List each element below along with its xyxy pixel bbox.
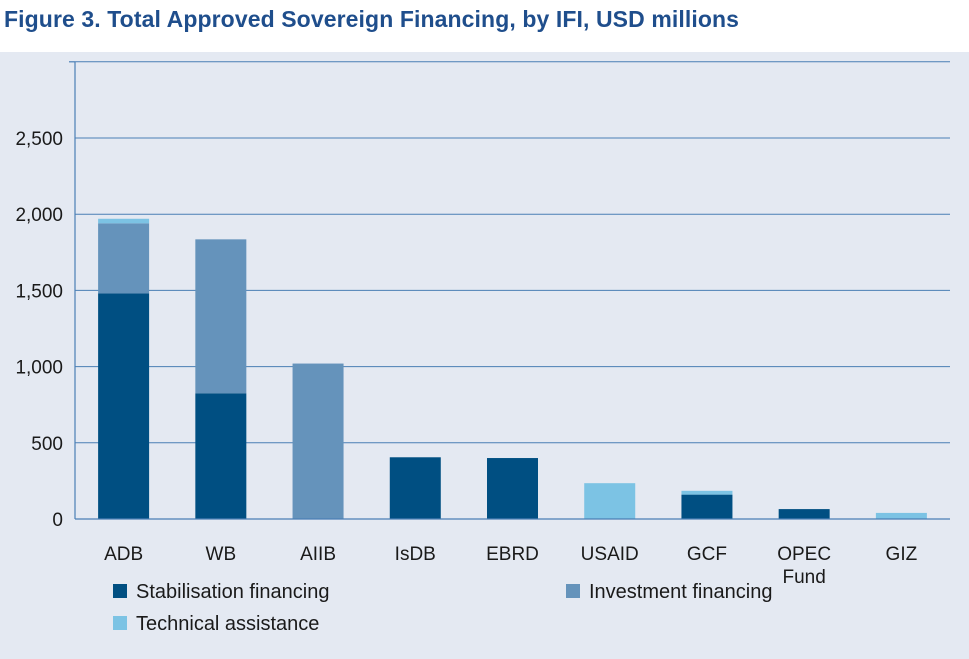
x-tick-label: AIIB [300, 544, 336, 565]
x-tick-label: WB [206, 544, 237, 565]
y-tick-label: 2,500 [15, 129, 63, 150]
bar-segment [584, 483, 636, 519]
legend-swatch [113, 584, 127, 598]
bar-segment [98, 293, 150, 519]
x-tick-label: OPEC [777, 544, 831, 565]
bar-segment [98, 218, 150, 224]
x-tick-label: GCF [687, 544, 727, 565]
chart-title: Figure 3. Total Approved Sovereign Finan… [4, 6, 740, 32]
bar-segment [487, 458, 538, 519]
bar-segment [98, 223, 150, 294]
x-tick-label: Fund [783, 567, 826, 588]
bar-segment [778, 509, 830, 519]
legend-swatch [113, 616, 127, 630]
legend-label: Technical assistance [136, 613, 319, 635]
bar-segment [195, 239, 247, 394]
y-tick-label: 1,500 [15, 281, 63, 302]
y-tick-label: 500 [31, 434, 63, 455]
chart-panel [0, 52, 969, 659]
bar-segment [389, 457, 441, 519]
x-tick-label: IsDB [395, 544, 436, 565]
bar-segment [681, 490, 733, 495]
bar-segment [681, 494, 733, 519]
bar-segment [195, 393, 247, 519]
y-tick-label: 0 [52, 510, 63, 531]
legend-label: Stabilisation financing [136, 581, 329, 603]
legend-label: Investment financing [589, 581, 772, 603]
bar-segment [875, 512, 927, 519]
y-tick-label: 1,000 [15, 358, 63, 379]
y-tick-label: 2,000 [15, 205, 63, 226]
legend-swatch [566, 584, 580, 598]
x-tick-label: EBRD [486, 544, 539, 565]
bar-segment [292, 363, 344, 519]
x-tick-label: USAID [581, 544, 639, 565]
x-tick-label: ADB [104, 544, 143, 565]
x-tick-label: GIZ [886, 544, 918, 565]
